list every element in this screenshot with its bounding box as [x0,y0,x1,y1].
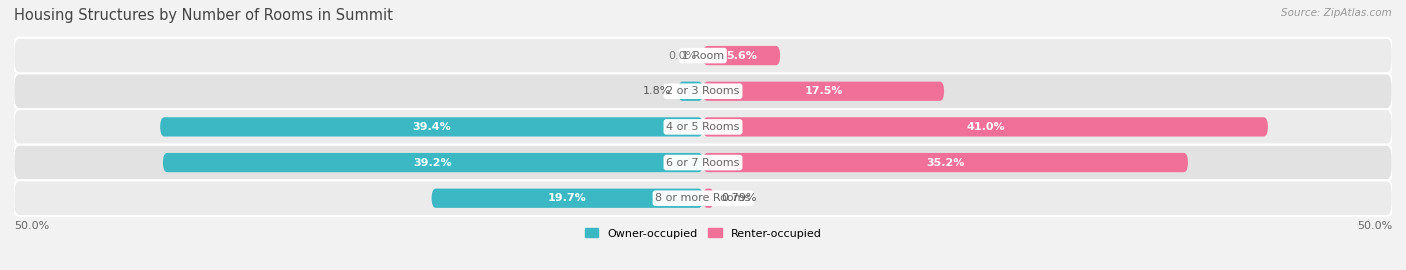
Text: 1 Room: 1 Room [682,50,724,60]
FancyBboxPatch shape [703,82,945,101]
FancyBboxPatch shape [14,145,1392,180]
Text: 0.79%: 0.79% [721,193,756,203]
Text: 1.8%: 1.8% [643,86,671,96]
Text: 6 or 7 Rooms: 6 or 7 Rooms [666,158,740,168]
Text: 5.6%: 5.6% [725,50,756,60]
FancyBboxPatch shape [703,46,780,65]
FancyBboxPatch shape [703,153,1188,172]
FancyBboxPatch shape [703,188,714,208]
Text: 41.0%: 41.0% [966,122,1005,132]
Text: 4 or 5 Rooms: 4 or 5 Rooms [666,122,740,132]
Text: Source: ZipAtlas.com: Source: ZipAtlas.com [1281,8,1392,18]
Text: 8 or more Rooms: 8 or more Rooms [655,193,751,203]
Text: 39.2%: 39.2% [413,158,453,168]
FancyBboxPatch shape [14,109,1392,145]
FancyBboxPatch shape [160,117,703,137]
Text: Housing Structures by Number of Rooms in Summit: Housing Structures by Number of Rooms in… [14,8,392,23]
FancyBboxPatch shape [14,38,1392,73]
FancyBboxPatch shape [14,180,1392,216]
FancyBboxPatch shape [703,117,1268,137]
Text: 50.0%: 50.0% [14,221,49,231]
Text: 0.0%: 0.0% [668,50,696,60]
Text: 19.7%: 19.7% [548,193,586,203]
FancyBboxPatch shape [678,82,703,101]
Text: 50.0%: 50.0% [1357,221,1392,231]
Text: 39.4%: 39.4% [412,122,451,132]
Text: 35.2%: 35.2% [927,158,965,168]
FancyBboxPatch shape [163,153,703,172]
Text: 17.5%: 17.5% [804,86,842,96]
FancyBboxPatch shape [14,73,1392,109]
FancyBboxPatch shape [432,188,703,208]
Text: 2 or 3 Rooms: 2 or 3 Rooms [666,86,740,96]
Legend: Owner-occupied, Renter-occupied: Owner-occupied, Renter-occupied [585,228,821,238]
